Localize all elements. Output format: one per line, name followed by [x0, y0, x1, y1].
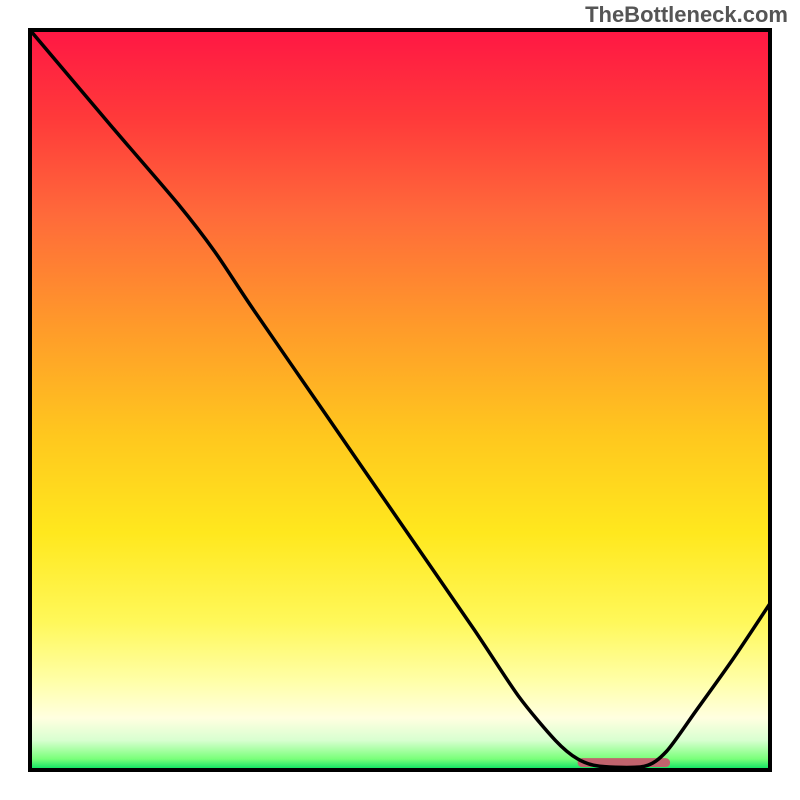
plot-background: [30, 30, 770, 770]
chart-container: TheBottleneck.com: [0, 0, 800, 800]
watermark-text: TheBottleneck.com: [585, 2, 788, 28]
bottleneck-chart: [0, 0, 800, 800]
